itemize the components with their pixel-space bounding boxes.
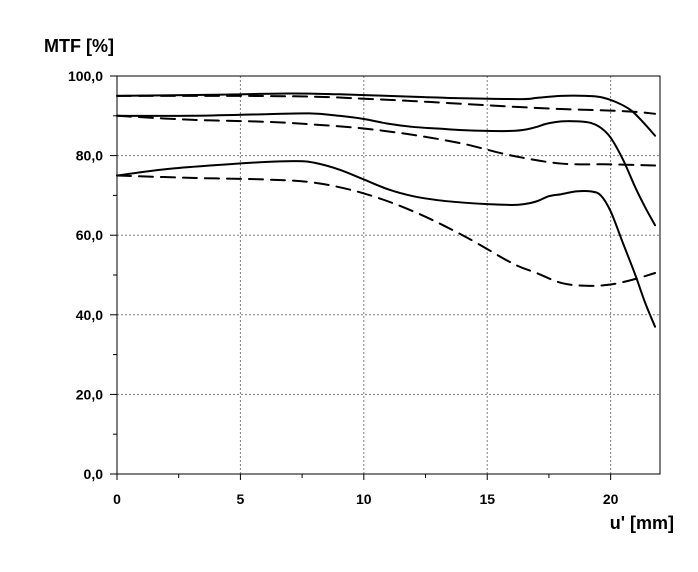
series-line-2-dashed	[116, 94, 657, 115]
curve-layer	[116, 92, 657, 328]
series-line-6-dashed	[116, 174, 657, 287]
series-line-5-solid	[116, 160, 657, 328]
y-tick-label: 60,0	[76, 227, 103, 243]
tick-layer: 0 5 10 15 20 0,0 20,0 40,0 60,0 80,0 100,0	[68, 68, 619, 507]
y-tick-label: 80,0	[76, 148, 103, 164]
x-tick-label: 20	[603, 491, 619, 507]
x-tick-label: 10	[356, 491, 372, 507]
y-tick-label: 0,0	[84, 466, 104, 482]
x-tick-label: 15	[479, 491, 495, 507]
x-axis-title: u' [mm]	[610, 513, 674, 533]
plot-frame	[116, 75, 661, 475]
x-tick-label: 5	[237, 491, 245, 507]
y-tick-label: 20,0	[76, 386, 103, 402]
grid-layer	[117, 76, 660, 474]
series-line-4-dashed	[116, 114, 657, 167]
y-tick-label: 100,0	[68, 68, 103, 84]
x-tick-label: 0	[113, 491, 121, 507]
y-tick-label: 40,0	[76, 307, 103, 323]
y-axis-title: MTF [%]	[44, 36, 114, 56]
series-line-1-solid	[116, 92, 657, 137]
series-line-3-solid	[116, 112, 657, 227]
